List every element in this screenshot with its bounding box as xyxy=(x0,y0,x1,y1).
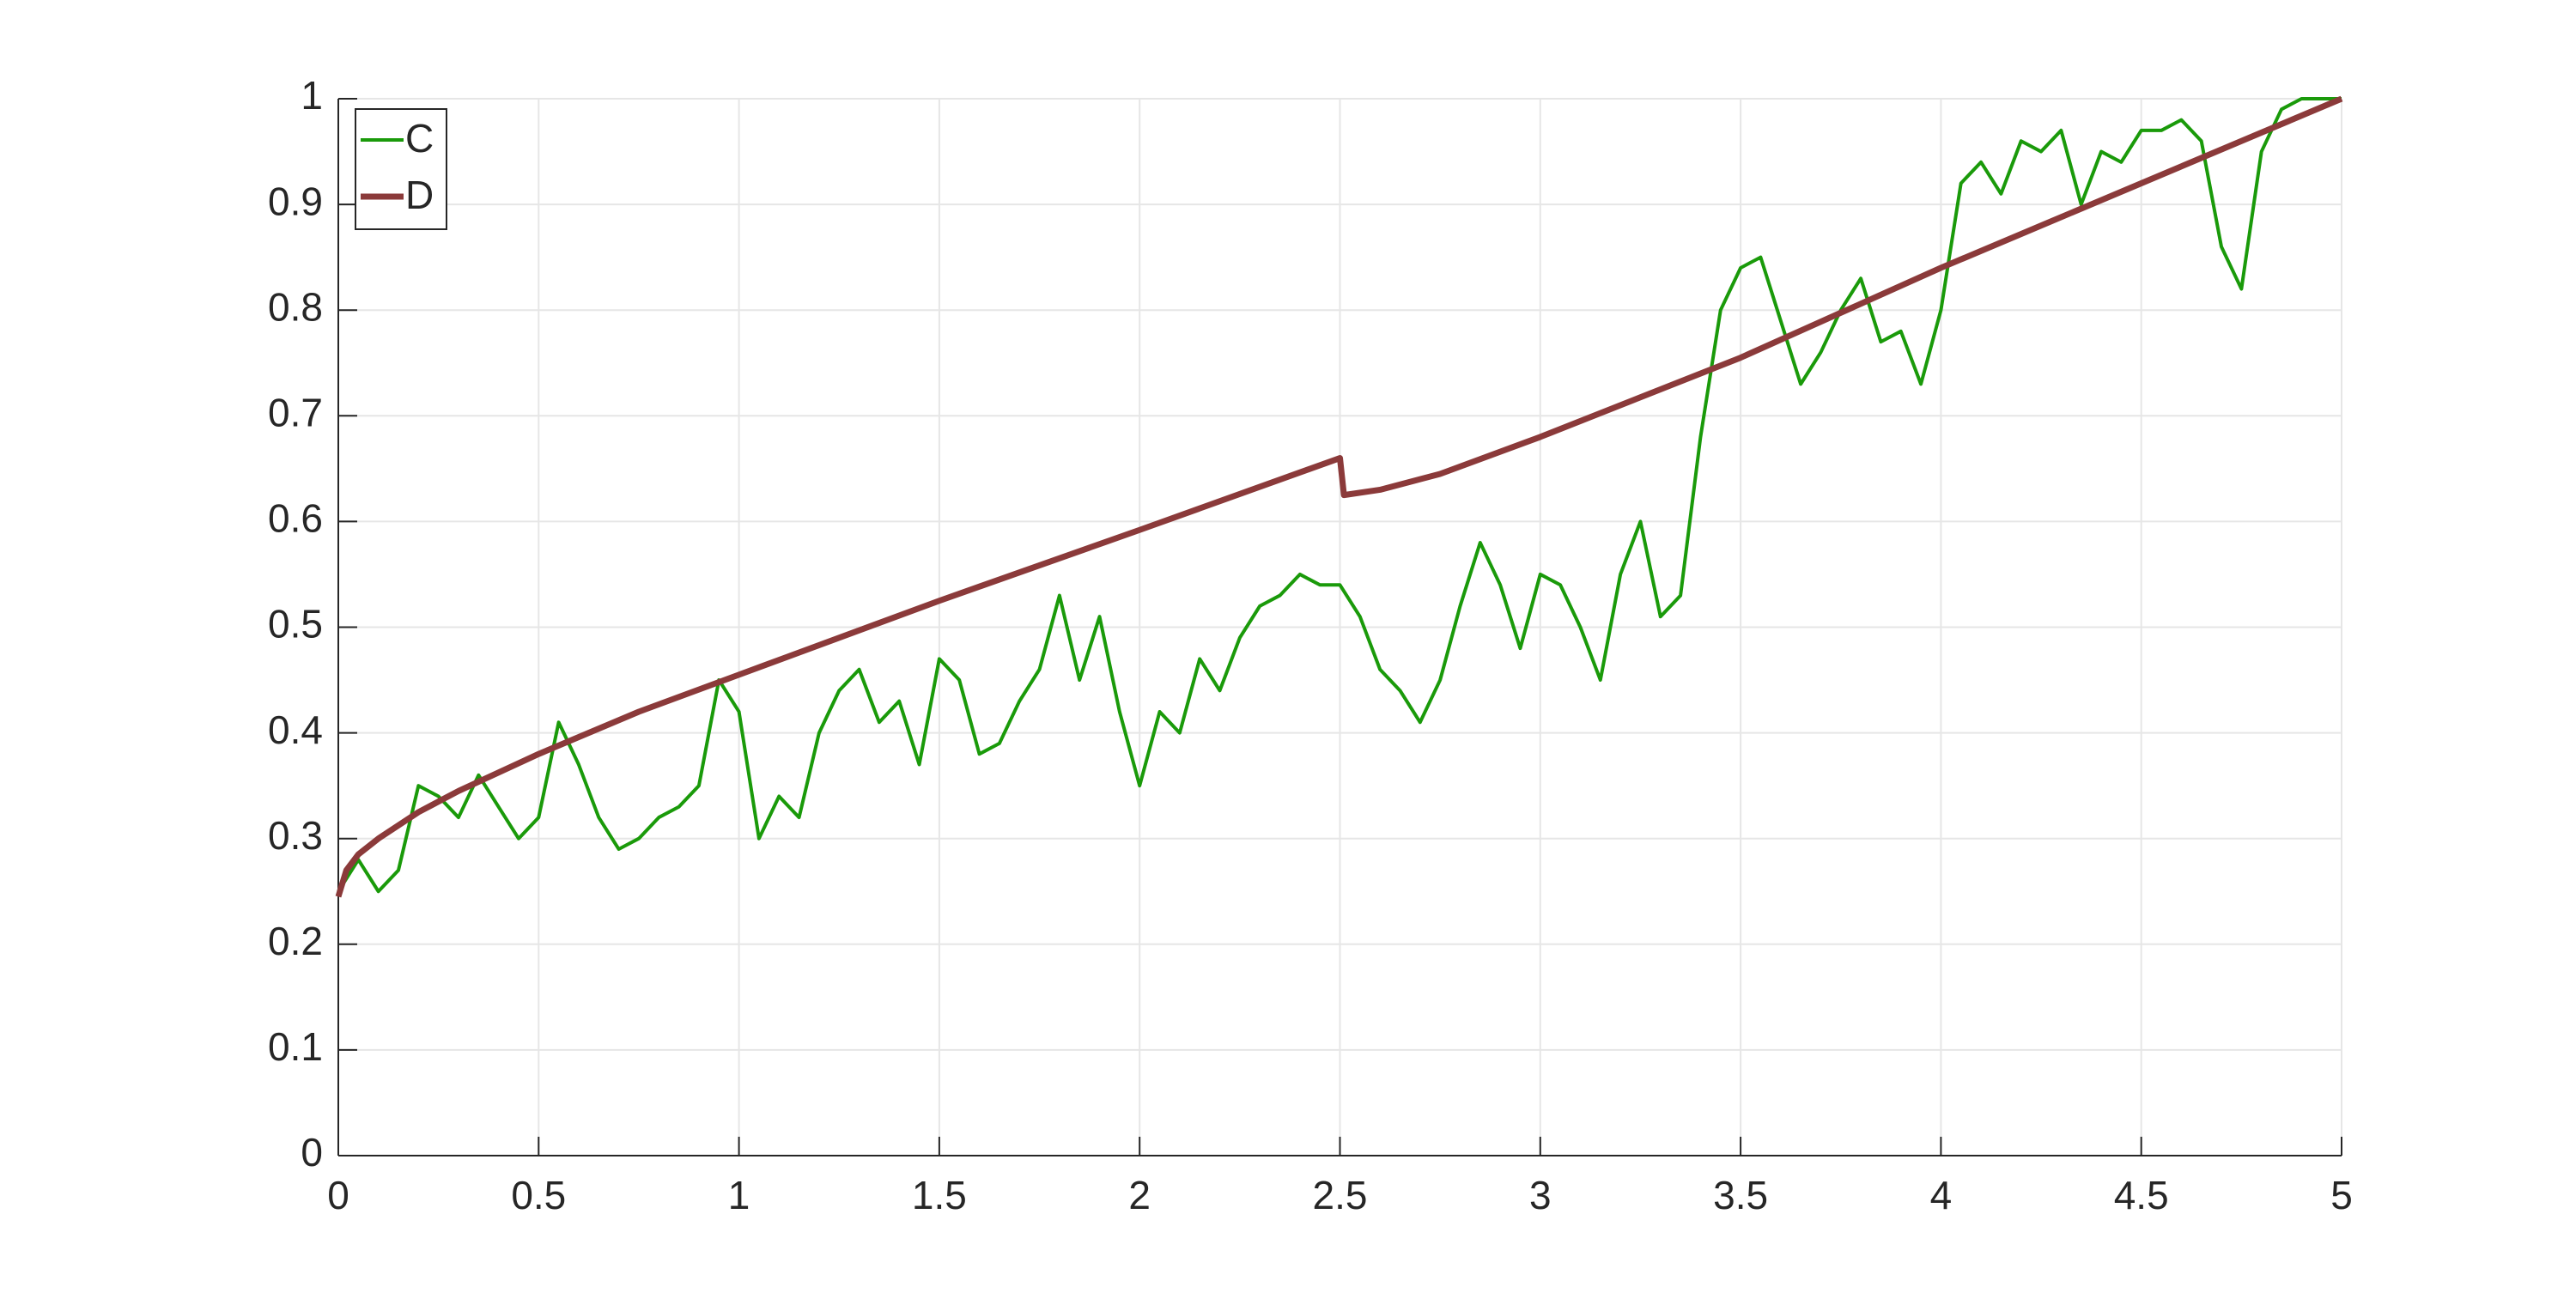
x-tick-label: 1 xyxy=(728,1173,750,1217)
y-tick-label: 0.3 xyxy=(268,813,323,858)
legend-box xyxy=(355,108,447,230)
x-tick-label: 4 xyxy=(1930,1173,1953,1217)
y-tick-label: 0.2 xyxy=(268,919,323,963)
y-tick-label: 1 xyxy=(301,73,323,118)
y-tick-label: 0.8 xyxy=(268,284,323,329)
x-tick-label: 3 xyxy=(1529,1173,1552,1217)
y-tick-label: 0.4 xyxy=(268,707,323,752)
x-tick-label: 4.5 xyxy=(2114,1173,2169,1217)
y-tick-label: 0.9 xyxy=(268,179,323,223)
x-tick-label: 1.5 xyxy=(912,1173,967,1217)
y-tick-label: 0 xyxy=(301,1130,323,1175)
x-tick-label: 0 xyxy=(327,1173,349,1217)
series-line xyxy=(335,95,2343,898)
x-tick-label: 5 xyxy=(2330,1173,2353,1217)
x-tick-label: 3.5 xyxy=(1713,1173,1768,1217)
y-tick-label: 0.6 xyxy=(268,496,323,541)
y-tick-label: 0.7 xyxy=(268,390,323,434)
x-tick-label: 0.5 xyxy=(511,1173,566,1217)
x-tick-label: 2 xyxy=(1128,1173,1151,1217)
legend-label: C xyxy=(405,116,434,161)
y-tick-label: 0.5 xyxy=(268,602,323,646)
y-tick-label: 0.1 xyxy=(268,1024,323,1069)
series-line xyxy=(337,97,2342,894)
x-tick-label: 2.5 xyxy=(1313,1173,1368,1217)
legend-label: D xyxy=(405,173,434,217)
